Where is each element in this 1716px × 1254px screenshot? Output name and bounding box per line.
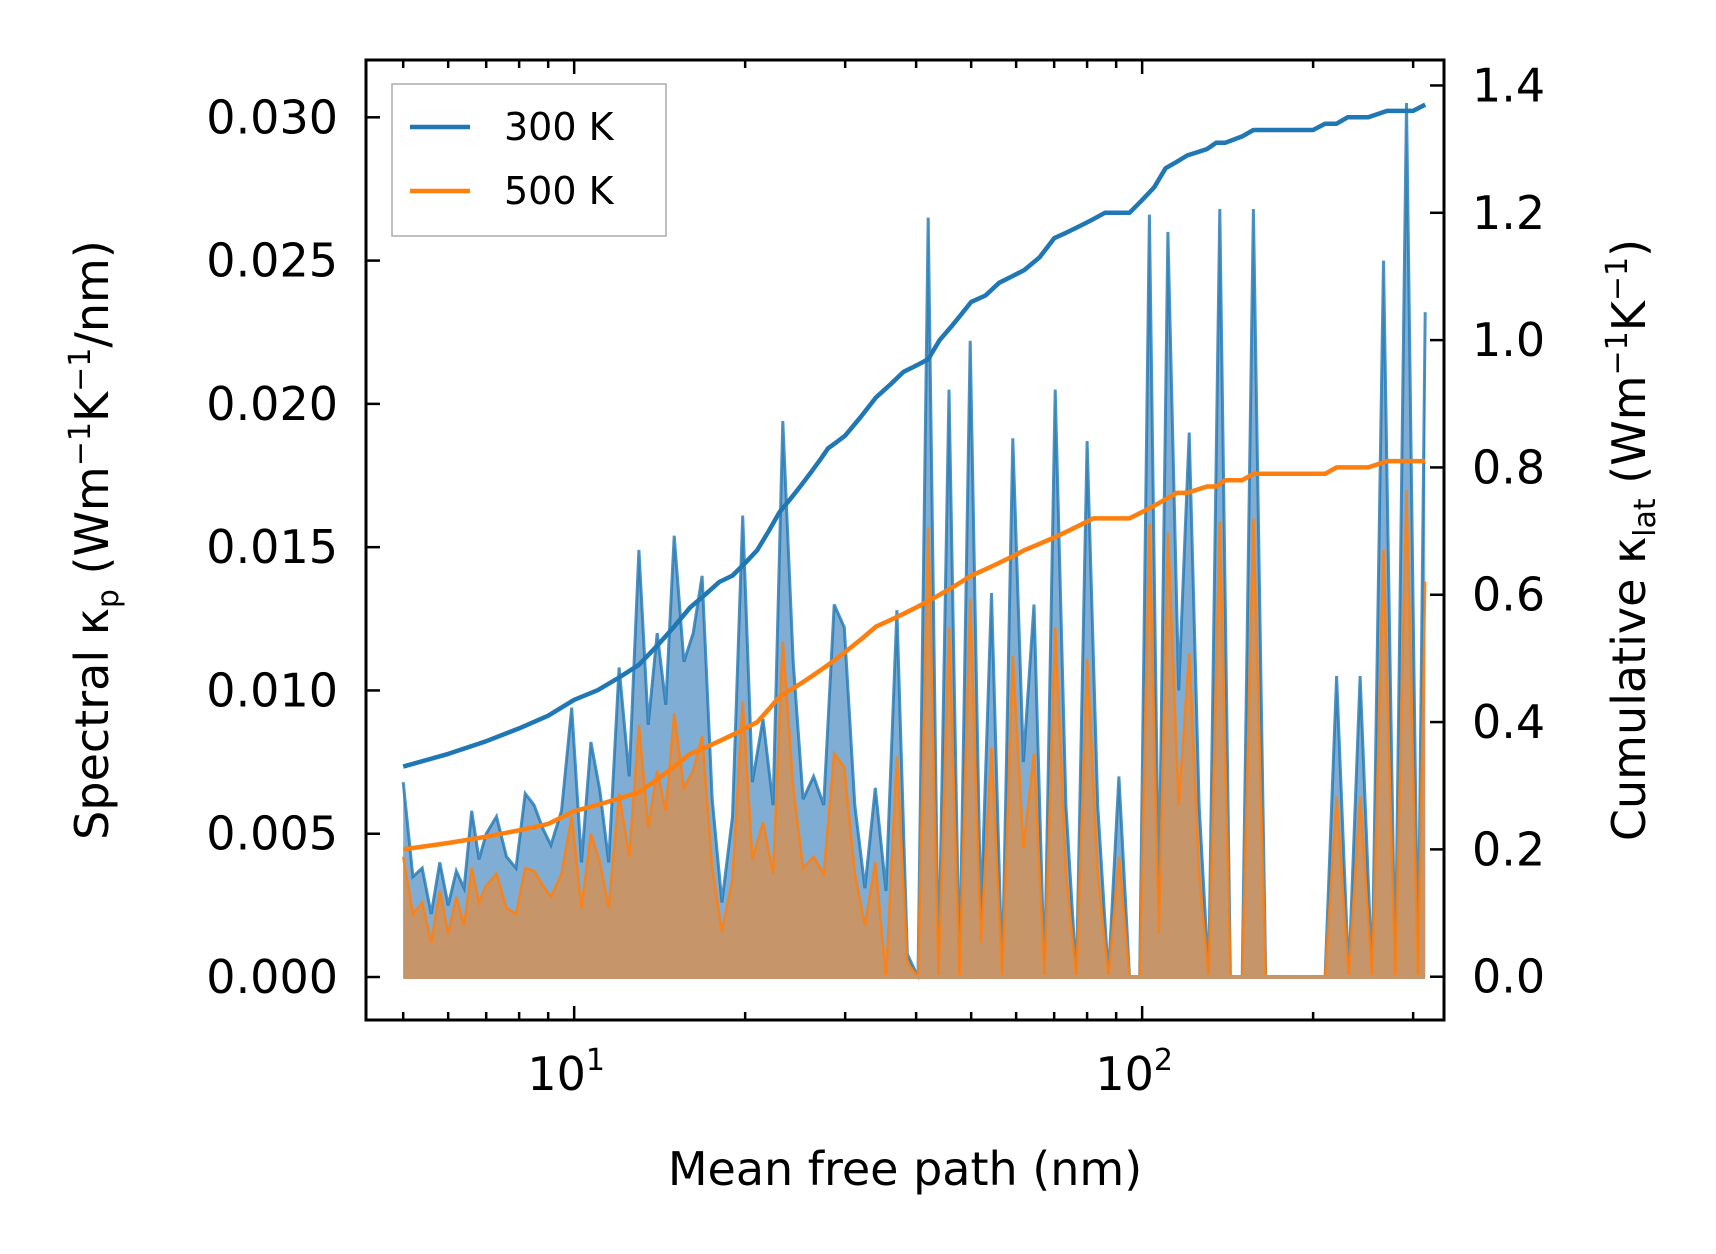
axis-tick-labels: 101 1020.0000.0050.0100.0150.0200.0250.03… [206,58,1545,1101]
y-left-tick-label: 0.000 [206,950,338,1004]
y-right-tick-label: 0.0 [1472,950,1545,1004]
legend-label-300k: 300 K [504,105,615,149]
y-right-tick-label: 1.2 [1472,186,1545,240]
y-right-tick-label: 1.4 [1472,58,1545,112]
x-axis-title: Mean free path (nm) [668,1142,1142,1196]
series-lines [402,102,1427,852]
plot-frame [364,58,1446,1022]
legend-box [391,83,667,237]
x-tick-label: 101 [527,1043,605,1101]
spectral-fills [401,102,1427,981]
y-left-tick-label: 0.005 [206,807,338,861]
cumulative-500k-line [402,458,1426,852]
y-right-tick-label: 0.6 [1472,568,1545,622]
y-right-tick-label: 1.0 [1472,313,1545,367]
legend: 300 K 500 K [391,83,667,237]
y-right-tick-label: 0.2 [1472,822,1545,876]
axis-ticks [366,60,1444,1020]
y-left-tick-label: 0.030 [206,90,338,144]
y-left-tick-label: 0.015 [206,520,338,574]
y-right-tick-label: 0.8 [1472,440,1545,494]
y-left-tick-label: 0.020 [206,377,338,431]
y-right-tick-label: 0.4 [1472,695,1545,749]
spectral-500k-area [403,489,1426,977]
y-left-axis-title: Spectral κp (Wm−1K−1/nm) [63,240,126,840]
legend-label-500k: 500 K [504,169,615,213]
y-left-tick-label: 0.025 [206,234,338,288]
y-left-tick-label: 0.010 [206,663,338,717]
y-right-axis-title: Cumulative κlat (Wm−1K−1) [1600,239,1663,841]
x-tick-label: 102 [1095,1043,1173,1101]
cumulative-300k-line [402,102,1427,769]
